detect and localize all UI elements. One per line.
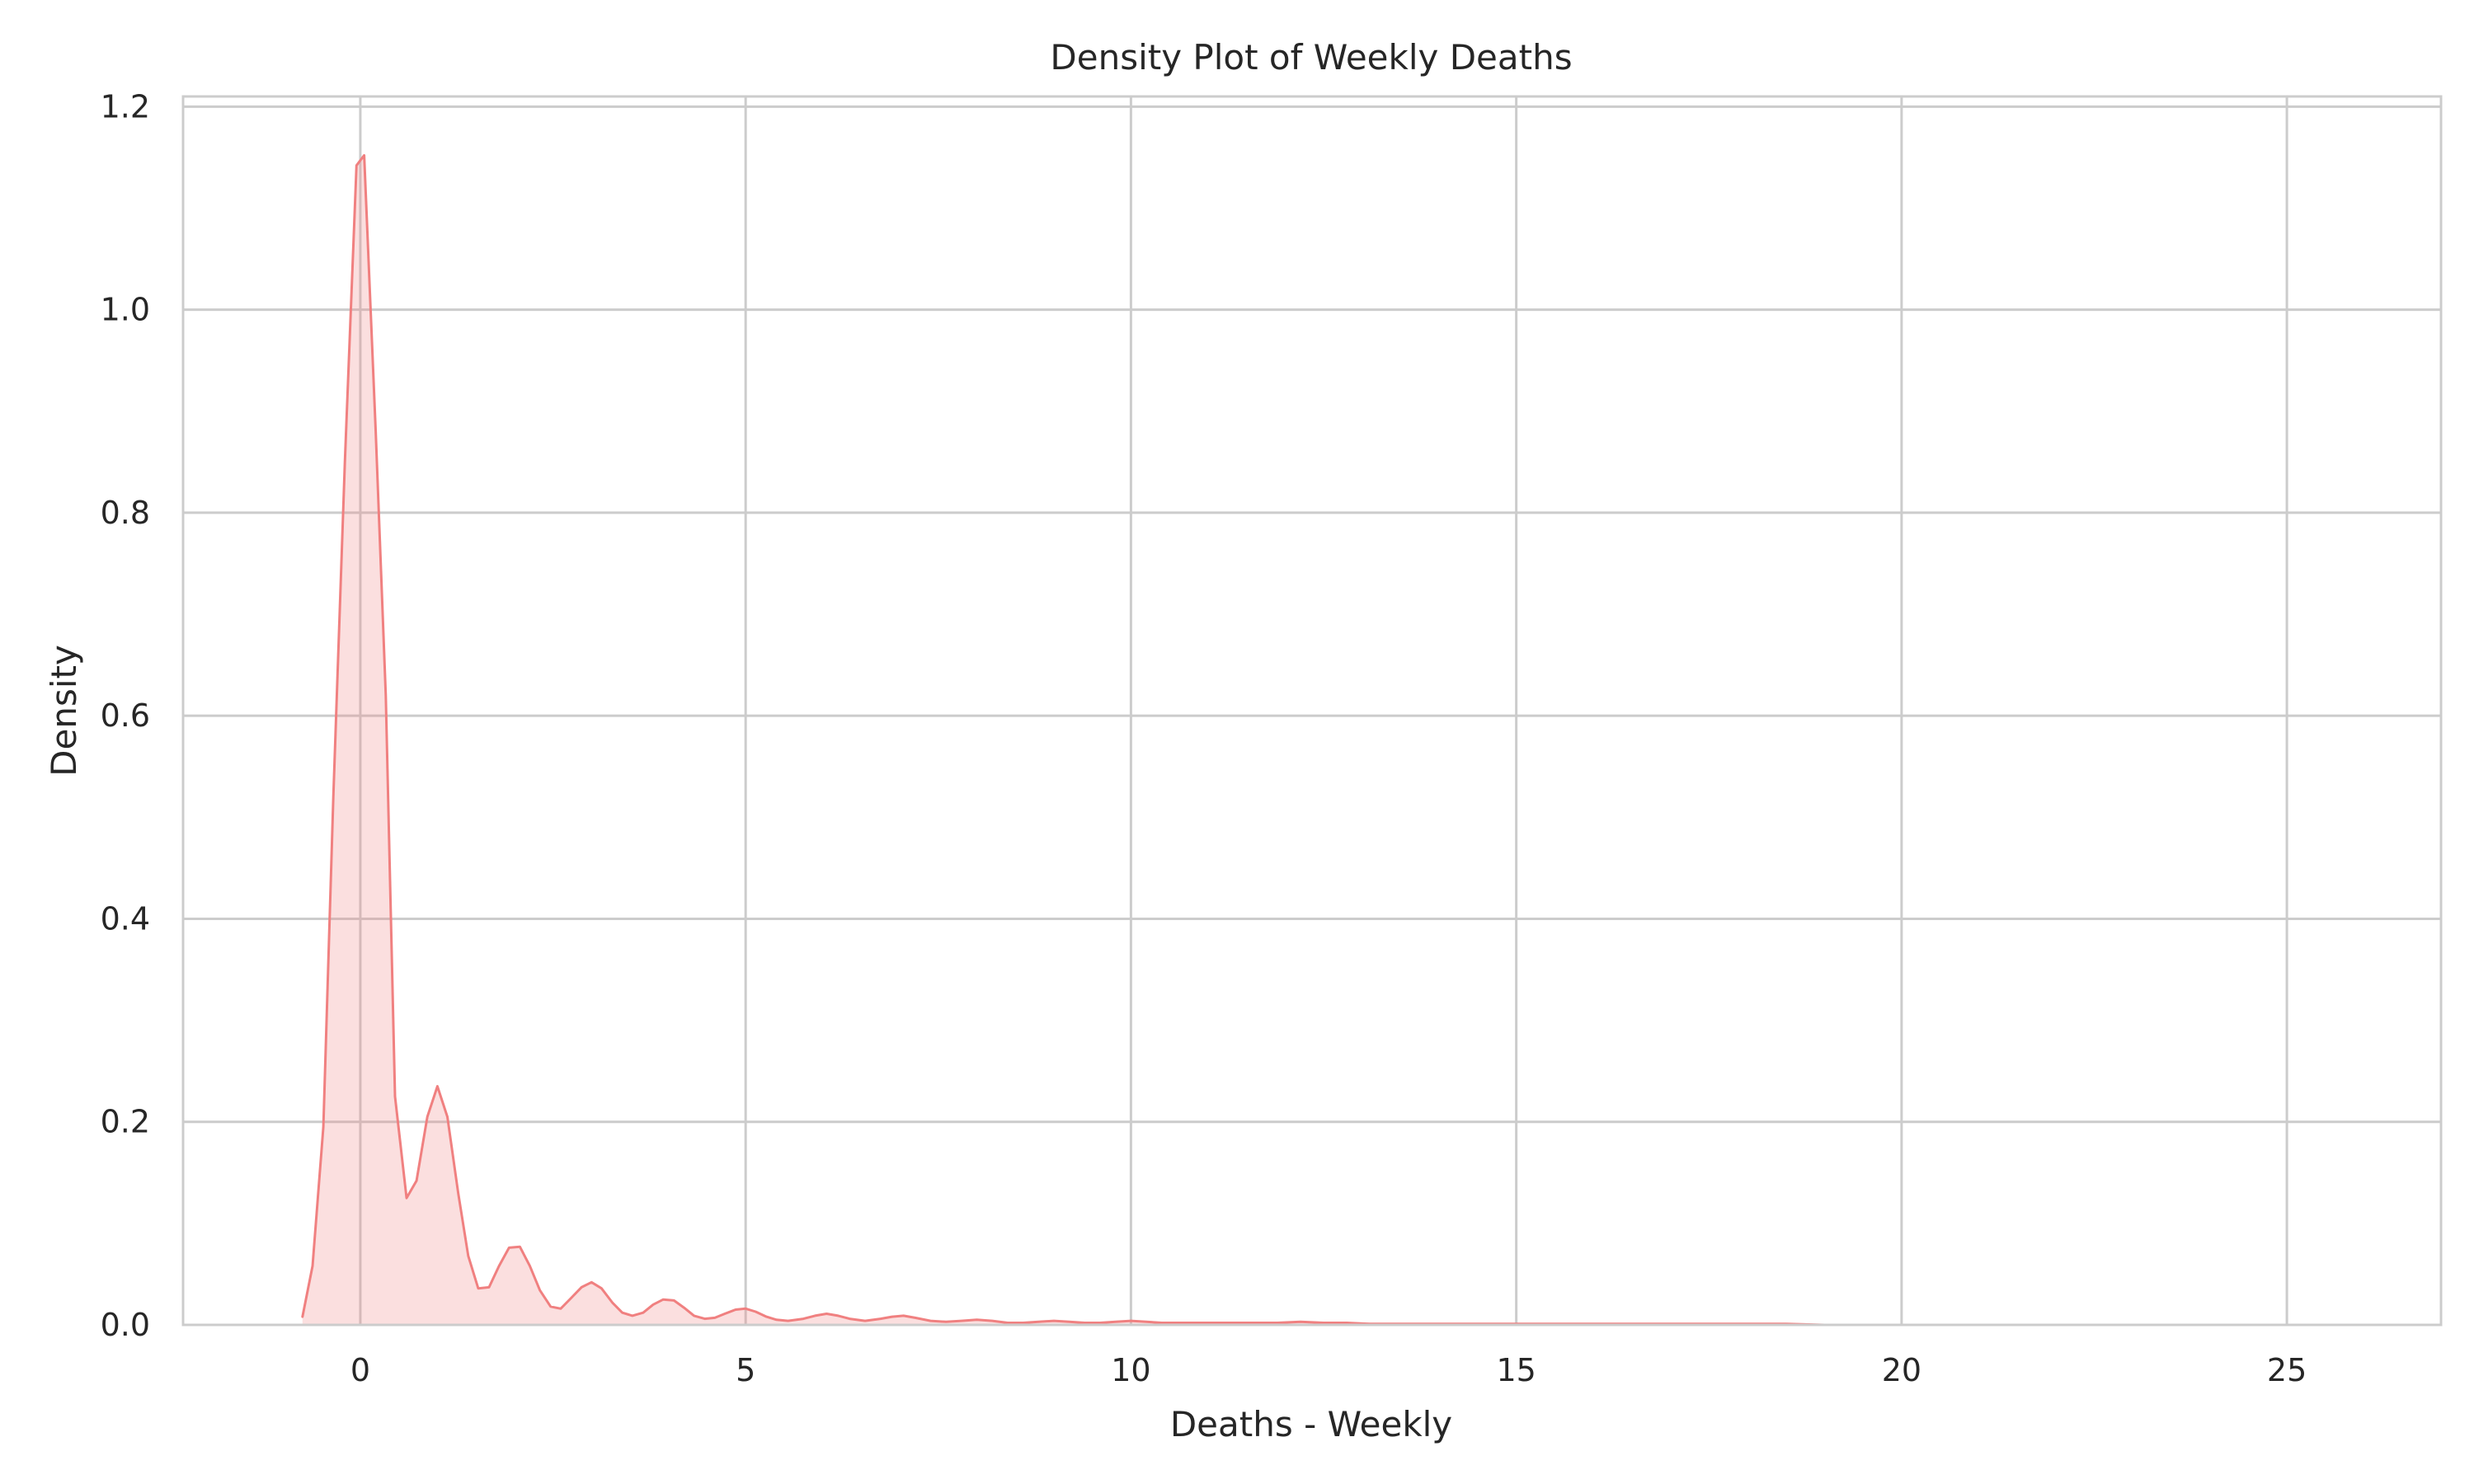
- plot-frame: [181, 95, 2443, 1327]
- y-tick-label: 0.2: [101, 1104, 150, 1140]
- x-tick-label: 5: [736, 1352, 755, 1388]
- y-axis-label: Density: [44, 645, 84, 777]
- x-axis-label: Deaths - Weekly: [1170, 1404, 1452, 1444]
- y-tick-label: 1.2: [101, 88, 150, 124]
- tick-labels: 0 5 10 15 20 25 0.0 0.2 0.4 0.6 0.8 1.0 1.2: [101, 88, 2307, 1388]
- x-tick-label: 15: [1496, 1352, 1536, 1388]
- y-tick-label: 0.4: [101, 900, 150, 937]
- plot-area: [183, 96, 2441, 1325]
- y-tick-label: 0.0: [101, 1307, 150, 1343]
- y-tick-label: 0.8: [101, 495, 150, 531]
- chart-title: Density Plot of Weekly Deaths: [1050, 37, 1572, 77]
- x-tick-label: 25: [2267, 1352, 2307, 1388]
- x-tick-label: 0: [350, 1352, 370, 1388]
- y-tick-label: 1.0: [101, 292, 150, 328]
- y-tick-label: 0.6: [101, 697, 150, 734]
- x-tick-label: 10: [1111, 1352, 1150, 1388]
- x-tick-label: 20: [1882, 1352, 1921, 1388]
